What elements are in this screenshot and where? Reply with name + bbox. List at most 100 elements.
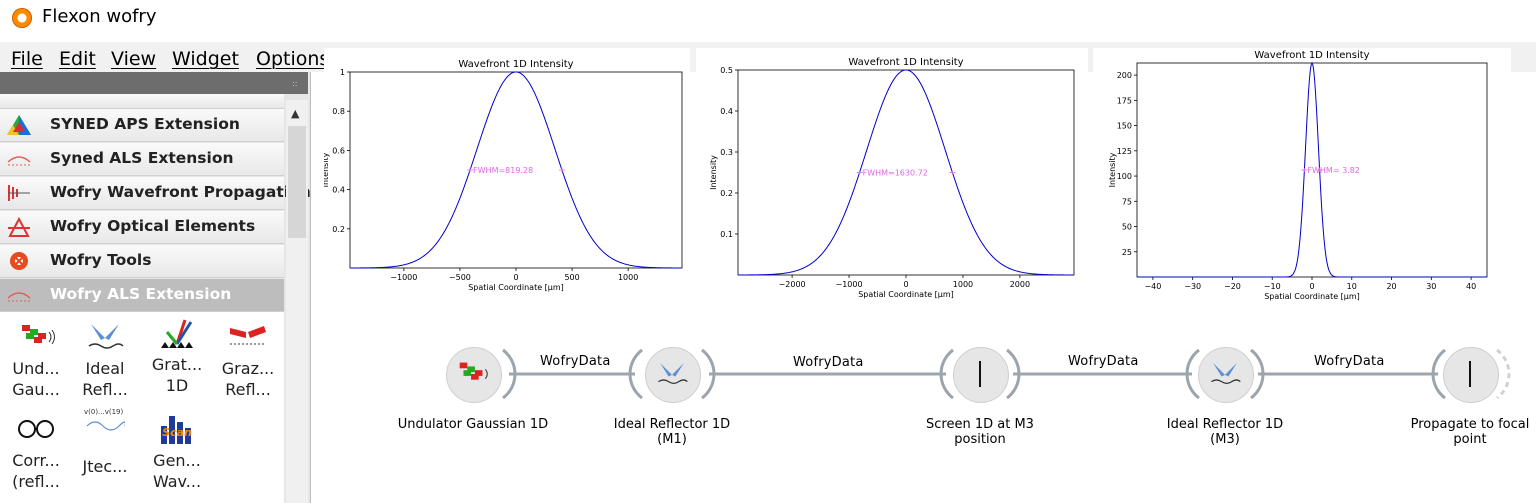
y-tick-label: 125 [1117,147,1132,156]
menu-edit[interactable]: Edit [59,48,96,70]
y-tick-label: 0.1 [720,230,733,239]
intensity-curve [1137,61,1487,278]
menu-file[interactable]: File [11,48,43,70]
category-wofry-tools[interactable]: Wofry Tools [0,245,284,278]
scroll-up-arrow-icon[interactable]: ▲ [291,107,300,120]
x-tick-label: 10 [1347,282,1357,291]
optical-elements-icon [8,216,30,237]
plot-3-chart: Wavefront 1D Intensity −40 −30 −20 −10 0 10 20 3… [1108,50,1488,301]
widget-label: Corr... (refl... [12,451,60,491]
widget-grating[interactable]: Grat... 1D [141,316,213,396]
grazing-reflector-icon [230,326,266,345]
toolbox-header: :: [0,72,308,94]
tools-icon [10,252,28,270]
input-channel-arc [1431,348,1446,400]
x-axis-label: Spatial Coordinate [μm] [1264,292,1360,301]
workflow-canvas[interactable]: WofryData WofryData WofryData WofryData … [310,320,1536,503]
link-label: WofryData [793,355,864,370]
y-tick-label: 0.2 [332,225,345,234]
menu-view[interactable]: View [111,48,157,70]
y-axis-label: Intensity [1108,152,1117,187]
y-tick-label: 75 [1122,197,1132,206]
plot-2-chart: Wavefront 1D Intensity −2000 −1000 0 1000 200… [709,57,1075,299]
ideal-reflector-icon [88,324,124,349]
dock-grip-icon[interactable]: :: [292,79,298,88]
workflow-links [502,348,1511,400]
output-channel-arc [1496,348,1511,400]
y-tick-label: 0.6 [332,146,345,155]
node-label: Ideal Reflector 1D (M1) [613,417,731,447]
plot-title: Wavefront 1D Intensity [848,57,963,68]
x-tick-label: 2000 [1010,280,1030,289]
intensity-curve [349,71,683,269]
widget-toolbox: :: SYNED APS Extension Syned ALS Extensi… [0,72,311,503]
screen-icon [979,361,981,387]
category-label: Wofry Tools [50,251,152,269]
undulator-gaussian-icon [22,325,55,345]
widget-label: Grat... 1D [151,355,203,395]
toolbox-scrollbar[interactable]: ▲ [286,100,308,503]
y-tick-label: 1 [340,68,345,77]
title-bar: Flexon wofry [0,0,1536,38]
category-label: Wofry Wavefront Propagation [50,183,311,201]
category-syned-als[interactable]: Syned ALS Extension [0,143,284,176]
category-wofry-als-extension[interactable]: Wofry ALS Extension [0,279,284,312]
node-label: Ideal Reflector 1D (M3) [1166,417,1284,447]
widget-correction[interactable]: Corr... (refl... [0,412,72,492]
y-axis-label: Intensity [324,152,330,187]
category-wofry-optical-elements[interactable]: Wofry Optical Elements [0,211,284,244]
fwhm-annotation: FWHM=1630.72 [863,169,928,178]
x-tick-label: 0 [1309,282,1314,291]
x-tick-label: 20 [1386,282,1396,291]
jtec-icon [86,421,126,431]
widget-ideal-reflector[interactable]: Ideal Refl... [69,320,141,400]
y-tick-label: 0.5 [720,66,733,75]
node-label: Propagate to focal point [1410,417,1530,447]
x-tick-label: −20 [1224,282,1241,291]
window-title: Flexon wofry [42,6,157,27]
y-tick-label: 0.3 [720,148,733,157]
node-circle[interactable] [1443,347,1499,403]
x-tick-label: 0 [903,280,908,289]
output-channel-arc [1250,348,1265,400]
app-logo-icon [12,8,32,28]
link-label: WofryData [540,354,611,369]
menu-widget[interactable]: Widget [172,48,239,70]
category-wofry-wavefront-propagation[interactable]: Wofry Wavefront Propagation [0,177,311,210]
widget-label: Ideal Refl... [82,359,128,399]
y-tick-label: 0.2 [720,189,733,198]
node-circle[interactable] [645,347,701,403]
ideal-reflector-icon [658,362,688,384]
x-tick-label: 1000 [953,280,973,289]
x-tick-label: −40 [1144,282,1161,291]
y-tick-label: 0.4 [720,107,733,116]
category-label: Wofry Optical Elements [50,217,256,235]
link-label: WofryData [1314,354,1385,369]
widget-undulator-gaussian[interactable]: Und... Gau... [0,320,72,400]
correction-icon [18,420,54,438]
menu-options[interactable]: Options [256,48,330,70]
y-tick-label: 25 [1122,248,1132,257]
category-partial[interactable] [0,94,284,109]
x-tick-label: −500 [449,273,471,282]
node-label: Undulator Gaussian 1D [397,417,549,432]
widget-grazing-reflector[interactable]: Graz... Refl... [212,320,284,400]
widget-grid: Und... Gau... Ideal Refl... Grat... 1D G… [0,312,284,503]
x-tick-label: 1000 [618,273,638,282]
y-tick-label: 50 [1122,223,1132,232]
input-channel-arc [939,348,954,400]
x-tick-label: 500 [564,273,579,282]
widget-generic-wavefront-scan[interactable]: Scan Gen... Wav... [141,412,213,492]
category-syned-aps[interactable]: SYNED APS Extension [0,109,284,142]
jtec-caption: v(0)...v(19) [84,408,124,416]
wavefront-propagation-icon [8,185,30,201]
scan-icon-text: Scan [162,426,192,439]
x-tick-label: −1000 [836,280,863,289]
widget-jtec[interactable]: v(0)...v(19) Jtec... [69,408,141,477]
node-circle[interactable] [953,347,1009,403]
intensity-curve [737,69,1075,276]
scroll-thumb[interactable] [288,126,306,238]
widget-label: Und... Gau... [12,359,60,399]
link-label: WofryData [1068,354,1139,369]
y-tick-label: 175 [1117,96,1132,105]
